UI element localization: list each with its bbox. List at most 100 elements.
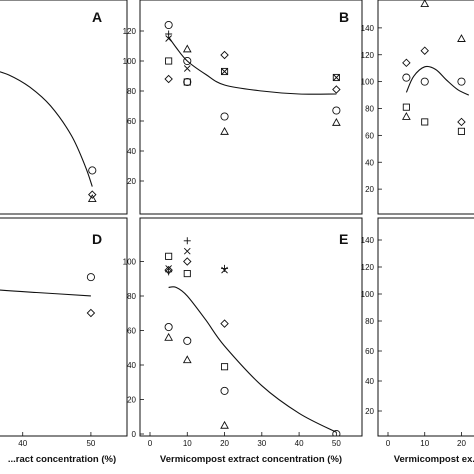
- panel-a-label: A: [92, 9, 102, 25]
- panel-d-fit-curve: [0, 289, 91, 297]
- panel-c-diamond-point: [420, 46, 429, 55]
- panel-e-triangle-point: [164, 332, 174, 341]
- panel-e-y-tick-label: 80: [127, 292, 136, 301]
- panel-f-x-axis-title: Vermicompost ex...: [394, 454, 474, 465]
- panel-e-diamond-point: [220, 319, 229, 328]
- panel-b-circle-point: [164, 20, 173, 30]
- panel-e-x-tick-label: 50: [332, 439, 341, 448]
- panel-d-diamond-point: [86, 308, 96, 318]
- panel-b-square-point: [220, 67, 229, 76]
- panel-f: 20 40 60 80 100 120 140 0 10 20 Vermicompost ex...: [361, 3, 474, 465]
- panel-e-x-tick-label: 10: [183, 439, 192, 448]
- panel-f-x-tick-label: 0: [386, 439, 391, 448]
- panel-b-x-point: [221, 68, 228, 75]
- panel-b-circle-point: [183, 77, 192, 87]
- panel-f-circle-point: [403, 46, 410, 53]
- panel-c-y-tick-label: 100: [361, 78, 375, 87]
- panel-e-x-tick-label: 40: [295, 439, 304, 448]
- panel-f-circle-point: [458, 159, 465, 166]
- panel-d-x-tick-label: 50: [86, 439, 95, 448]
- panel-d: 40 50 D ...ract concentration (%): [0, 217, 128, 465]
- panel-a-plot-area: [0, 71, 97, 202]
- panel-e-y-tick-label: 0: [132, 430, 137, 439]
- panel-c-diamond-point: [457, 117, 466, 127]
- panel-b-circle-point: [332, 106, 341, 115]
- panel-b-triangle-point: [182, 44, 192, 53]
- panel-b-diamond-point: [220, 50, 229, 60]
- panel-b-diamond-point: [332, 85, 341, 94]
- panel-e: 0 20 40 60 80 100 0 10 20 30 40 50 E Vermicompost ext…: [123, 217, 363, 465]
- panel-b-circle-point: [220, 112, 229, 121]
- panel-b-x-point: [333, 74, 340, 81]
- panel-c-y-tick-label: 40: [365, 158, 374, 167]
- panel-f-y-tick-label: 100: [361, 290, 375, 299]
- panel-b-triangle-point: [220, 126, 229, 135]
- panel-c-y-tick-label: 60: [365, 131, 374, 140]
- panel-e-plus-point: [165, 268, 173, 276]
- panel-e-y-tick-label: 20: [127, 396, 136, 405]
- panel-a: A: [0, 0, 128, 215]
- panel-d-x-tick-label: 40: [18, 439, 27, 448]
- panel-c-triangle-point: [420, 0, 430, 8]
- panel-b-square-point: [183, 78, 191, 86]
- panel-c-square-point: [421, 118, 429, 126]
- panel-c-square-point: [402, 103, 410, 111]
- panel-c-y-tick-label: 120: [361, 51, 375, 60]
- panel-e-x-tick-label: 30: [257, 439, 266, 448]
- panel-e-circle-point: [183, 336, 192, 345]
- panel-e-frame: [139, 217, 363, 437]
- panel-b-y-tick-label: 60: [127, 117, 136, 126]
- panel-e-y-tick-label: 40: [127, 361, 136, 370]
- panel-c-diamond-point: [402, 58, 411, 68]
- panel-b-y-tick-label: 20: [127, 177, 136, 186]
- panel-f-y-tick-label: 20: [365, 407, 374, 416]
- panel-f-x-tick-label: 10: [420, 439, 429, 448]
- panel-b-plus-point: [165, 30, 173, 38]
- panel-f-y-tick-label: 140: [361, 236, 375, 245]
- panel-c-fit-curve: [405, 65, 470, 96]
- panel-c: 20 40 60 80 100 120 140: [361, 0, 474, 215]
- panel-a-diamond-point: [88, 190, 97, 199]
- panel-c-triangle-point: [401, 112, 411, 120]
- panel-b-plot-area: [164, 20, 341, 135]
- panel-f-diamond-point: [403, 137, 410, 144]
- panel-f-y-tick-label: 120: [361, 263, 375, 272]
- panel-f-diamond-point: [421, 178, 428, 185]
- panel-c-circle-point: [402, 73, 411, 82]
- panel-e-circle-point: [332, 429, 341, 436]
- panel-c-plot-area: [401, 0, 470, 135]
- panel-a-circle-point: [88, 166, 97, 175]
- panel-f-y-tick-label: 40: [365, 377, 374, 386]
- panel-c-y-tick-label: 80: [365, 105, 374, 114]
- panel-f-x-tick-label: 20: [457, 439, 466, 448]
- panel-e-triangle-point: [220, 420, 229, 429]
- panel-b-label: B: [339, 9, 349, 25]
- panel-e-circle-point: [220, 386, 229, 395]
- panel-f-frame: [377, 217, 474, 437]
- panel-b-y-tick-label: 100: [123, 57, 137, 66]
- panel-b-frame: [139, 0, 363, 215]
- panel-f-diamond-point: [458, 178, 465, 185]
- panel-c-y-tick-label: 140: [361, 24, 375, 33]
- panel-f-y-tick-label: 60: [365, 347, 374, 356]
- panel-a-triangle-point: [87, 194, 97, 202]
- panel-b-diamond-point: [164, 74, 173, 84]
- panel-e-square-point: [165, 252, 173, 260]
- panel-b-square-point: [165, 57, 173, 65]
- panel-b-y-tick-label: 80: [127, 87, 136, 96]
- panel-e-square-point: [220, 363, 229, 371]
- panel-e-x-axis-title: Vermicompost extract concentration (%): [160, 454, 342, 465]
- panel-f-plot-area: [403, 3, 473, 201]
- panel-e-x-tick-label: 20: [220, 439, 229, 448]
- panel-c-y-tick-label: 20: [365, 185, 374, 194]
- panel-e-square-point: [183, 270, 191, 278]
- panel-e-x-tick-label: 0: [148, 439, 153, 448]
- panel-e-label: E: [339, 231, 348, 247]
- panel-e-y-tick-label: 60: [127, 327, 136, 336]
- panel-e-y-tick-label: 100: [123, 258, 137, 267]
- panel-e-plot-area: [164, 237, 341, 436]
- panel-e-circle-point: [164, 322, 173, 332]
- panel-d-circle-point: [86, 273, 95, 282]
